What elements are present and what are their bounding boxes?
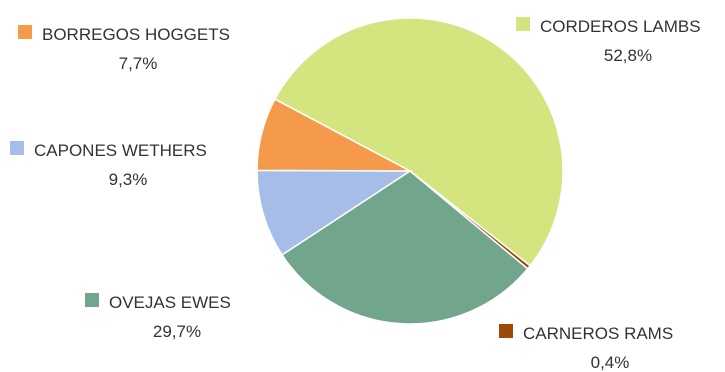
pie-slice-ovejas-ewes [281, 170, 529, 325]
pie-slices [256, 17, 564, 325]
slice-value-ovejas-ewes: 29,7% [153, 322, 201, 341]
slice-value-carneros-rams: 0,4% [591, 353, 630, 372]
pie-slice-corderos-lambs [273, 17, 564, 267]
slice-value-corderos-lambs: 52,8% [604, 46, 652, 65]
slice-name-carneros-rams: CARNEROS RAMS [523, 324, 673, 343]
pie-slice-borregos-hoggets [256, 98, 411, 172]
slice-name-borregos-hoggets: BORREGOS HOGGETS [42, 25, 230, 44]
legend-swatch-carneros-rams [499, 324, 513, 338]
slice-value-borregos-hoggets: 7,7% [119, 54, 158, 73]
slice-name-capones-wethers: CAPONES WETHERS [34, 141, 207, 160]
slice-value-capones-wethers: 9,3% [109, 170, 148, 189]
slice-name-corderos-lambs: CORDEROS LAMBS [540, 17, 701, 36]
slice-labels: CORDEROS LAMBS 52,8% CARNEROS RAMS 0,4% OVEJ… [10, 17, 701, 372]
legend-swatch-corderos-lambs [516, 17, 530, 31]
legend-swatch-ovejas-ewes [85, 293, 99, 307]
legend-swatch-capones-wethers [10, 141, 24, 155]
pie-slice-capones-wethers [256, 169, 413, 256]
slice-name-ovejas-ewes: OVEJAS EWES [109, 293, 231, 312]
legend-swatch-borregos-hoggets [18, 25, 32, 39]
